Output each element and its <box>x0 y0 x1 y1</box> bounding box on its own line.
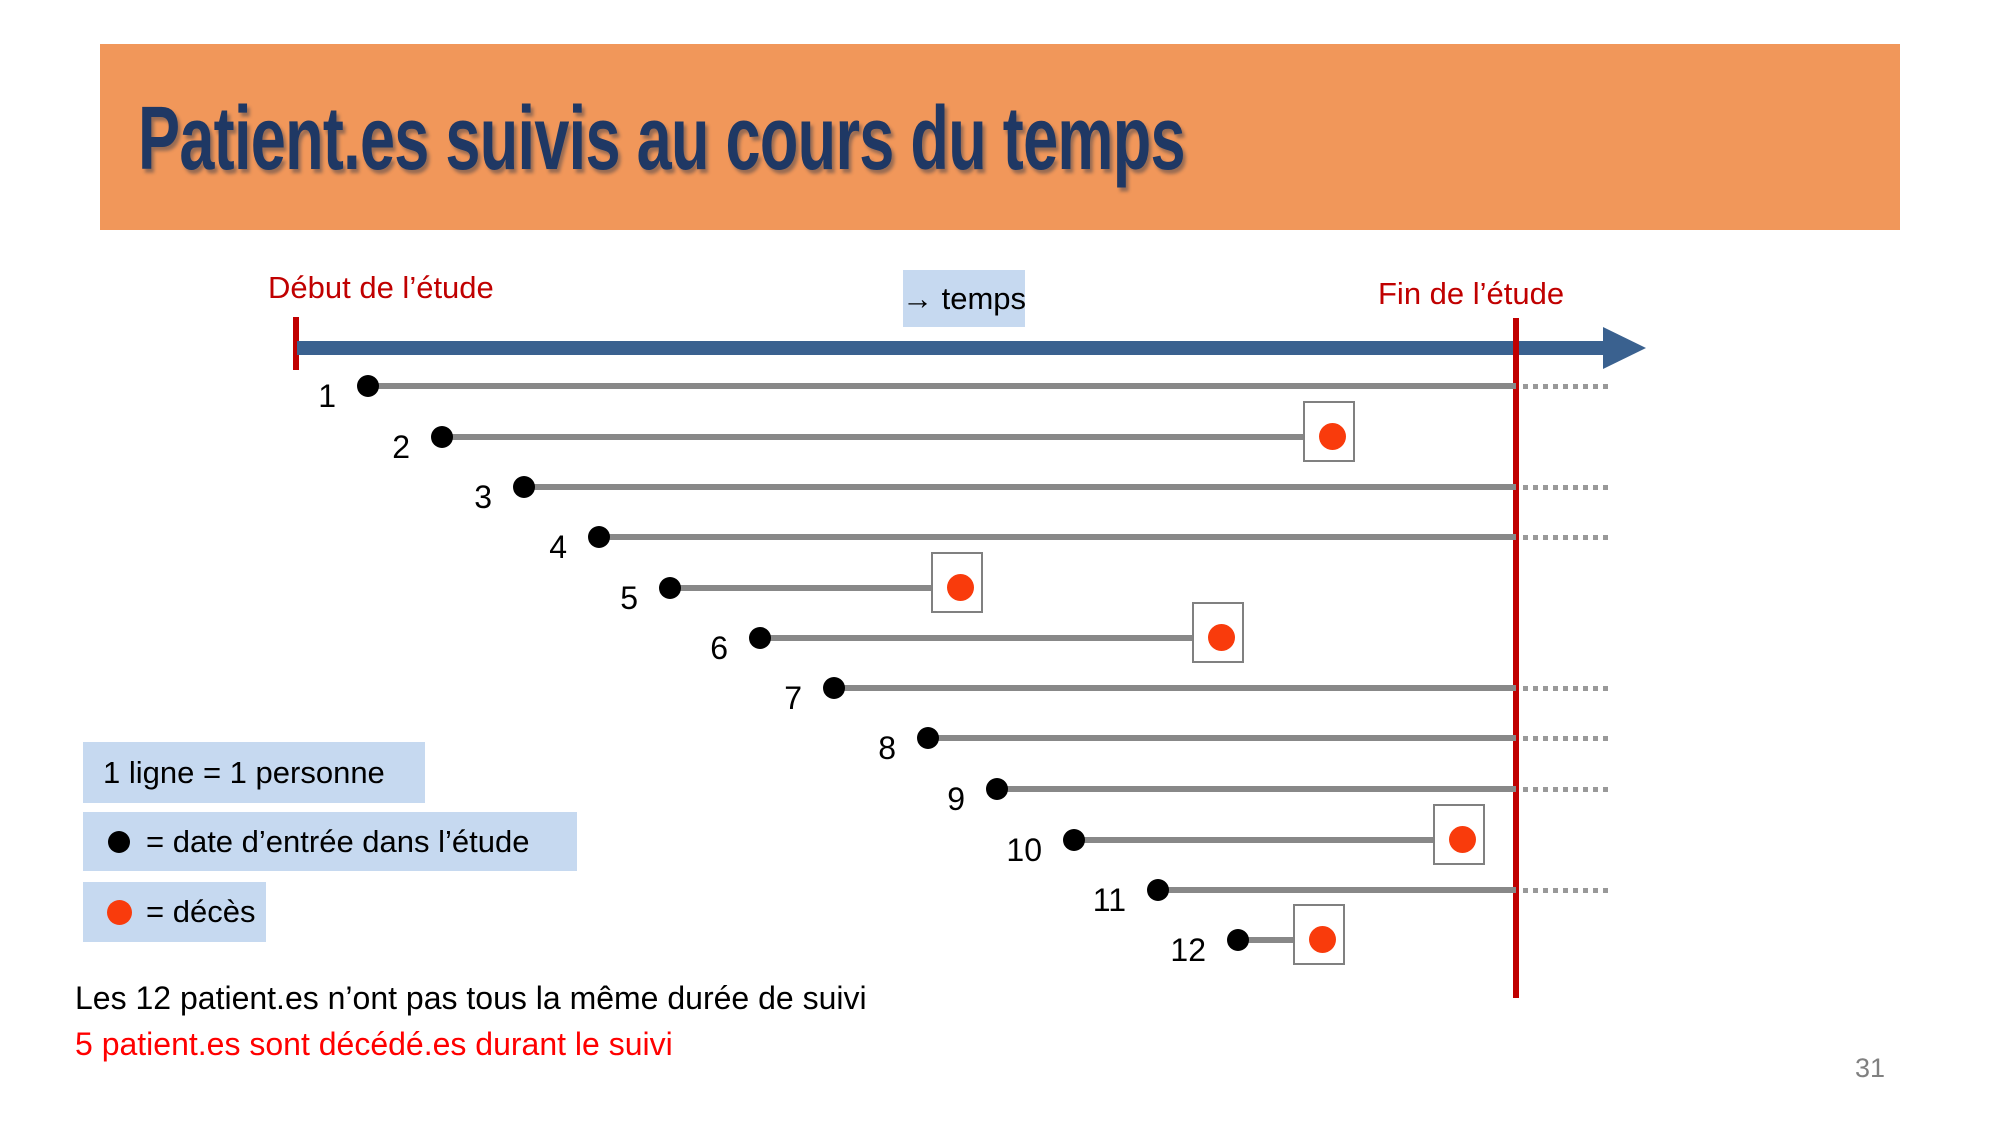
patient-6-entry-dot-icon <box>749 627 771 649</box>
patient-3-follow-line <box>524 484 1516 490</box>
note-deaths: 5 patient.es sont décédé.es durant le su… <box>75 1026 673 1062</box>
patient-5-follow-line <box>670 585 960 591</box>
study-start-tick <box>293 317 299 370</box>
patient-2-death-dot-icon <box>1319 423 1346 450</box>
time-axis-label-box: → temps <box>901 270 1027 327</box>
patient-11-entry-dot-icon <box>1147 879 1169 901</box>
patient-9-entry-dot-icon <box>986 778 1008 800</box>
patient-8-follow-line <box>928 735 1516 741</box>
patient-9-number: 9 <box>947 781 965 817</box>
entry-dot-icon <box>108 830 130 853</box>
patient-6-follow-line <box>760 635 1221 641</box>
patient-8-number: 8 <box>878 730 896 766</box>
patient-4-number: 4 <box>549 529 567 565</box>
time-axis-label: → temps <box>901 280 1027 316</box>
legend-entry-label: = date d’entrée dans l’étude <box>146 823 530 859</box>
patient-4-entry-dot-icon <box>588 526 610 548</box>
slide-title: Patient.es suivis au cours du temps <box>138 89 1186 189</box>
study-end-label: Fin de l’étude <box>1378 276 1565 311</box>
legend-entry-box: = date d’entrée dans l’étude <box>83 812 577 871</box>
title-banner <box>100 44 1900 230</box>
patient-1-number: 1 <box>318 378 336 414</box>
patient-6-number: 6 <box>710 630 728 666</box>
patient-7-follow-line <box>834 685 1516 691</box>
patient-5-number: 5 <box>620 580 638 616</box>
patient-3-censored-dashes <box>1523 485 1612 490</box>
patient-12-entry-dot-icon <box>1227 929 1249 951</box>
patient-11-follow-line <box>1158 887 1516 893</box>
patient-7-entry-dot-icon <box>823 677 845 699</box>
patient-9-follow-line <box>997 786 1516 792</box>
study-end-line <box>1513 318 1519 998</box>
study-start-label: Début de l’étude <box>268 270 494 305</box>
legend-death-box: = décès <box>83 882 266 942</box>
patient-2-entry-dot-icon <box>431 426 453 448</box>
patient-7-number: 7 <box>784 680 802 716</box>
patient-10-entry-dot-icon <box>1063 829 1085 851</box>
patient-5-entry-dot-icon <box>659 577 681 599</box>
patient-2-follow-line <box>442 434 1332 440</box>
patient-8-entry-dot-icon <box>917 727 939 749</box>
patient-10-number: 10 <box>1006 832 1042 868</box>
patient-11-censored-dashes <box>1523 888 1612 893</box>
patient-1-entry-dot-icon <box>357 375 379 397</box>
patient-6-death-box <box>1192 602 1244 663</box>
patient-4-censored-dashes <box>1523 535 1612 540</box>
patient-4-follow-line <box>599 534 1516 540</box>
patient-11-number: 11 <box>1092 882 1126 918</box>
patient-12-death-dot-icon <box>1309 926 1336 953</box>
time-arrow-head-icon <box>1603 327 1646 369</box>
patient-7-censored-dashes <box>1523 686 1612 691</box>
patient-2-number: 2 <box>392 429 410 465</box>
patient-10-follow-line <box>1074 837 1462 843</box>
page-number: 31 <box>1855 1053 1886 1083</box>
legend-death-label: = décès <box>146 894 256 929</box>
patient-3-number: 3 <box>474 479 492 515</box>
patient-1-follow-line <box>368 383 1516 389</box>
legend-line-label: 1 ligne = 1 personne <box>103 754 385 790</box>
patient-9-censored-dashes <box>1523 787 1612 792</box>
patient-10-death-dot-icon <box>1449 826 1476 853</box>
patient-12-follow-line <box>1238 937 1322 943</box>
time-arrow-shaft <box>297 341 1603 355</box>
death-dot-icon <box>107 899 132 925</box>
patient-12-number: 12 <box>1170 932 1206 968</box>
patient-1-censored-dashes <box>1523 384 1612 389</box>
note-follow-up-duration: Les 12 patient.es n’ont pas tous la même… <box>75 980 867 1016</box>
patient-5-death-dot-icon <box>947 574 974 601</box>
patient-3-entry-dot-icon <box>513 476 535 498</box>
patient-6-death-dot-icon <box>1208 624 1235 651</box>
patient-8-censored-dashes <box>1523 736 1612 741</box>
legend-line-box: 1 ligne = 1 personne <box>83 742 425 803</box>
